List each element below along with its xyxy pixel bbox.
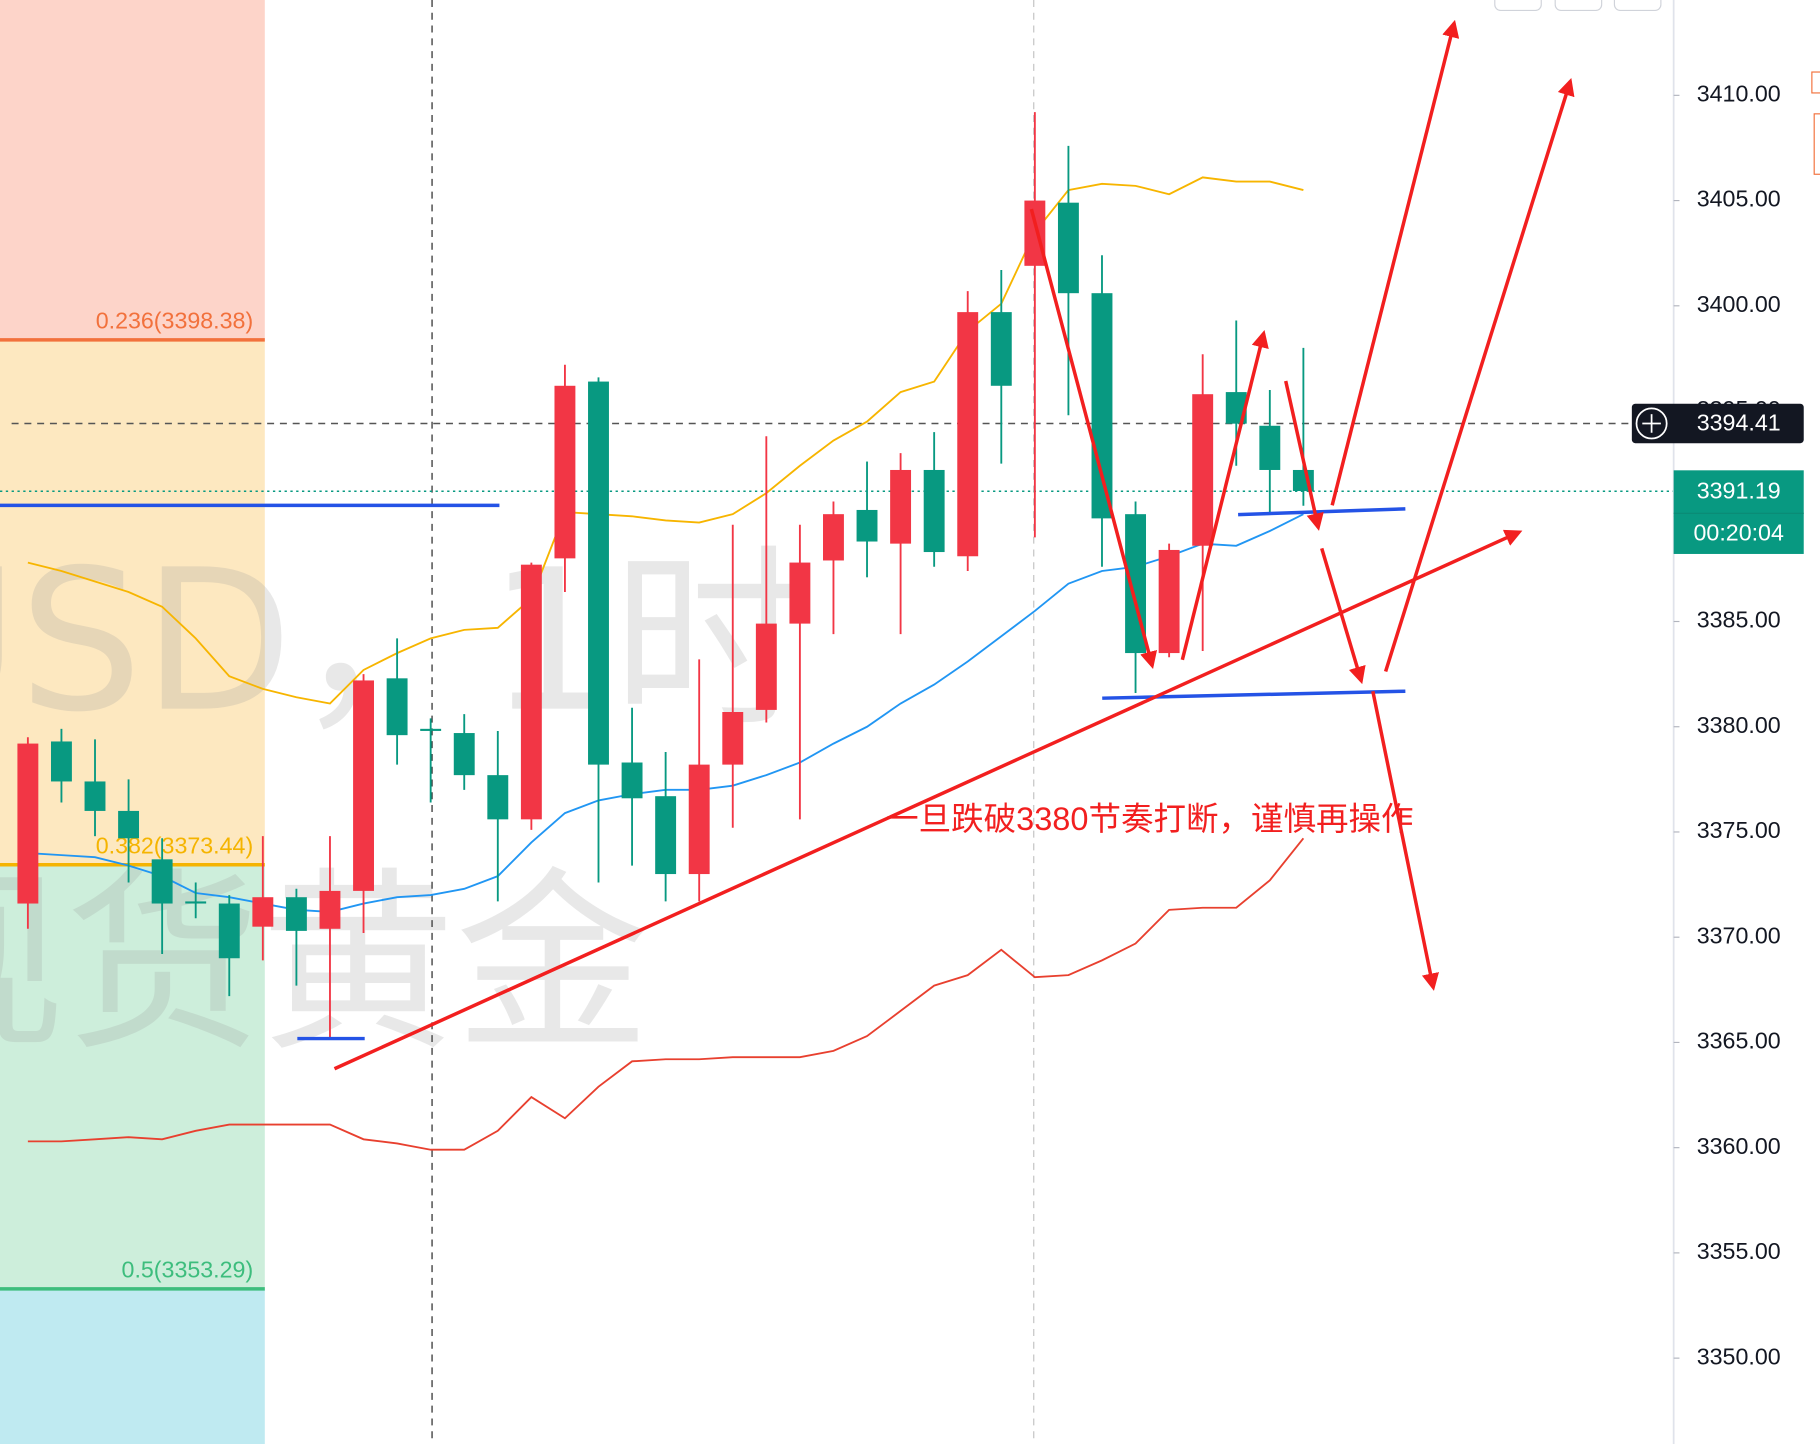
arrow (1371, 690, 1439, 991)
side-marker (1811, 71, 1820, 94)
candle-body (17, 743, 39, 904)
candle-body (923, 469, 945, 553)
candle-body (353, 680, 374, 891)
support-line (1102, 689, 1406, 700)
candle-body (520, 564, 542, 820)
price-axis (1673, 0, 1820, 1444)
candle-body (285, 897, 307, 931)
candle-body (1192, 394, 1214, 546)
candle-body (50, 741, 72, 782)
watermark: XAUUSD，1时 现货黄金 (0, 529, 807, 1079)
crosshair-icon (1635, 407, 1668, 440)
fib-zone (0, 0, 265, 340)
price-axis-labels: 3350.00 3355.00 3360.00 3365.00 3370.00 3375.… (1673, 80, 1781, 1369)
candle-body (990, 312, 1012, 386)
candle-body (118, 810, 140, 839)
candle-body (1259, 425, 1281, 470)
arrow (1180, 330, 1269, 661)
y-tick-label: 3385.00 (1697, 607, 1781, 633)
candle-body (151, 859, 173, 904)
close-price-tag (1673, 470, 1804, 554)
candle-body (319, 890, 341, 929)
toolbar-button[interactable] (1494, 0, 1542, 12)
y-tick-label: 3365.00 (1697, 1028, 1781, 1054)
candle-body (386, 678, 408, 736)
y-tick-label: 3370.00 (1697, 922, 1781, 948)
candle-body (1057, 202, 1079, 294)
candle-body (957, 312, 979, 557)
drawings: 一旦跌破3380节奏打断，谨慎再操作 (0, 19, 1575, 1071)
candle-body (420, 728, 442, 731)
candle-body (554, 385, 576, 559)
candle-body (655, 796, 677, 875)
y-tick-label: 3360.00 (1697, 1133, 1781, 1159)
watermark-name: 现货黄金 (0, 852, 650, 1079)
toolbar-button[interactable] (1554, 0, 1603, 12)
candle-body (252, 897, 274, 927)
y-tick-label: 3375.00 (1697, 817, 1781, 843)
fib-zone (0, 1288, 265, 1444)
y-tick-label: 3405.00 (1697, 186, 1781, 212)
candle-body (688, 764, 710, 875)
countdown-label: 00:20:04 (1694, 519, 1784, 545)
side-marker (1813, 113, 1820, 175)
arrow (1029, 208, 1158, 670)
trend-line (333, 529, 1523, 1071)
support-line (1238, 507, 1406, 517)
candle-body (755, 623, 777, 710)
candle-body (453, 733, 475, 776)
candle-body (185, 901, 207, 904)
candle-body (1024, 200, 1046, 266)
candle-body (1091, 293, 1113, 519)
y-tick-label: 3355.00 (1697, 1238, 1781, 1264)
annotation-text: 一旦跌破3380节奏打断，谨慎再操作 (886, 801, 1414, 837)
candle-body (722, 712, 744, 765)
candle-body (621, 762, 643, 799)
last-price-tag (1631, 403, 1804, 444)
candle-body (487, 775, 509, 820)
candle-body (84, 781, 106, 811)
y-tick-label: 3400.00 (1697, 291, 1781, 317)
candle-body (789, 562, 811, 624)
fib-label: 0.5(3353.29) (122, 1257, 254, 1283)
toolbar-button[interactable] (1613, 0, 1662, 12)
fib-zone (0, 339, 265, 865)
candle-body (823, 514, 844, 561)
candle-body (588, 381, 609, 765)
candle-body (856, 509, 878, 542)
indicator-line (27, 176, 1304, 705)
fib-label: 0.236(3398.38) (96, 308, 253, 334)
last-price-label: 3394.41 (1697, 410, 1781, 436)
y-tick-label: 3350.00 (1697, 1343, 1781, 1369)
fib-zones: 0.236(3398.38)0.382(3373.44)0.5(3353.29) (0, 0, 265, 1444)
y-tick-label: 3410.00 (1697, 80, 1781, 106)
price-tags: 3394.41 3391.19 00:20:04 (1631, 403, 1804, 554)
arrow (1284, 380, 1324, 531)
candle-body (1158, 549, 1180, 654)
arrow (1330, 19, 1460, 506)
arrow (1383, 77, 1575, 672)
candle-body (218, 903, 240, 959)
candle-body (890, 469, 912, 544)
close-price-label: 3391.19 (1697, 478, 1781, 504)
arrow (1320, 547, 1366, 685)
y-tick-label: 3380.00 (1697, 712, 1781, 738)
indicator-line (27, 837, 1305, 1151)
plot (0, 112, 1674, 1151)
